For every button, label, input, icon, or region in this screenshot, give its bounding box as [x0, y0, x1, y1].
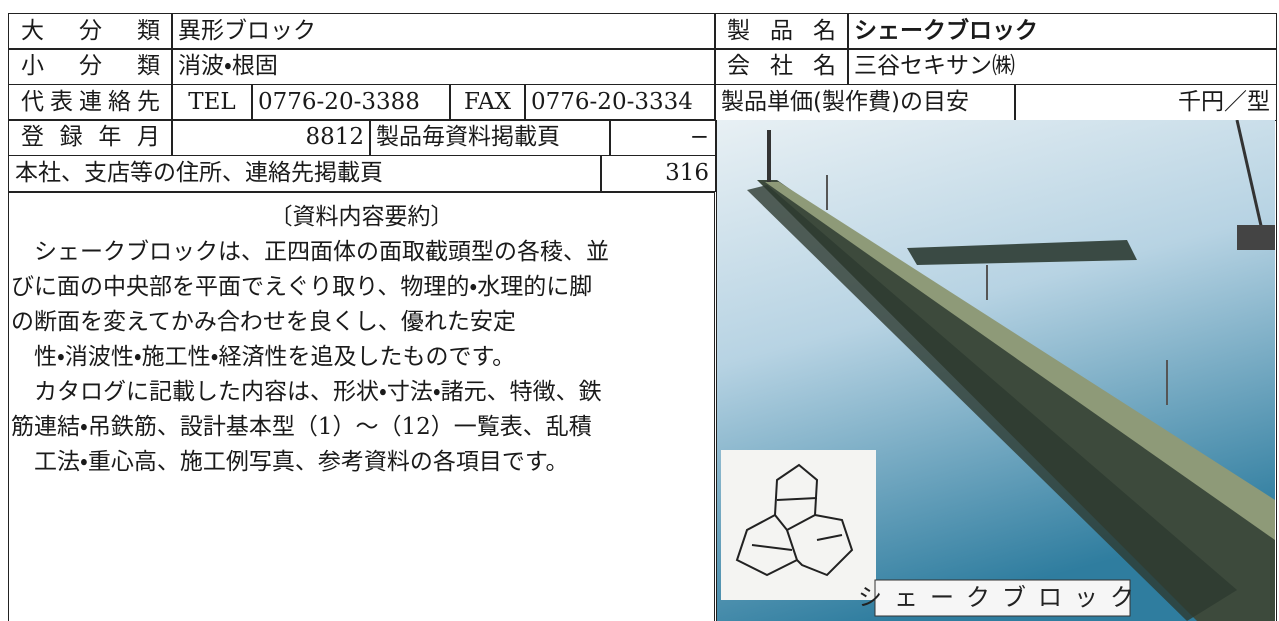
summary-line: の断面を変えてかみ合わせを良くし、優れた安定	[11, 309, 516, 335]
summary-heading: 〔資料内容要約〕	[269, 204, 454, 230]
summary-lines: シェークブロックは、正四面体の面取截頭型の各稜、並 びに面の中央部を平面でえぐり取…	[9, 235, 714, 480]
summary-line: シェークブロックは、正四面体の面取截頭型の各稜、並	[11, 239, 609, 265]
value: 0776-20-3334	[524, 84, 716, 121]
label: 小分類	[8, 48, 173, 85]
label: 大分類	[8, 13, 173, 50]
photo: シェークブロック	[716, 119, 1277, 621]
value: 316	[600, 155, 716, 192]
value: −	[609, 119, 716, 156]
photo-caption: シェークブロック	[858, 584, 1146, 612]
value: 8812	[171, 119, 371, 156]
photo-image: シェークブロック	[717, 119, 1275, 621]
label: 代表連絡先	[8, 84, 173, 121]
label: 製品単価(製作費)の目安	[714, 84, 1016, 121]
summary: 〔資料内容要約〕 シェークブロックは、正四面体の面取截頭型の各稜、並 びに面の中央…	[8, 192, 715, 621]
label: 製品毎資料掲載頁	[369, 119, 611, 156]
value: 消波・根固	[171, 48, 716, 85]
label: 製品名	[714, 13, 849, 50]
value: シェークブロック	[847, 13, 1277, 50]
label: TEL	[171, 84, 253, 121]
summary-line: 工法・重心高、施工例写真、参考資料の各項目です。	[11, 449, 569, 475]
value: 千円／型	[1014, 84, 1277, 121]
value: 0776-20-3388	[251, 84, 451, 121]
summary-line: 性・消波性・施工性・経済性を追及したものです。	[11, 344, 516, 370]
label: 登録年月	[8, 119, 173, 156]
label: 会社名	[714, 48, 849, 85]
summary-line: カタログに記載した内容は、形状・寸法・諸元、特徴、鉄	[11, 379, 602, 405]
summary-line: びに面の中央部を平面でえぐり取り、物理的・水理的に脚	[11, 274, 593, 300]
summary-line: 筋連結・吊鉄筋、設計基本型（1）～（12）一覧表、乱積	[11, 414, 592, 440]
value: 異形ブロック	[171, 13, 716, 50]
label: 本社、支店等の住所、連絡先掲載頁	[8, 155, 602, 192]
value: 三谷セキサン㈱	[847, 48, 1277, 85]
label: FAX	[449, 84, 526, 121]
